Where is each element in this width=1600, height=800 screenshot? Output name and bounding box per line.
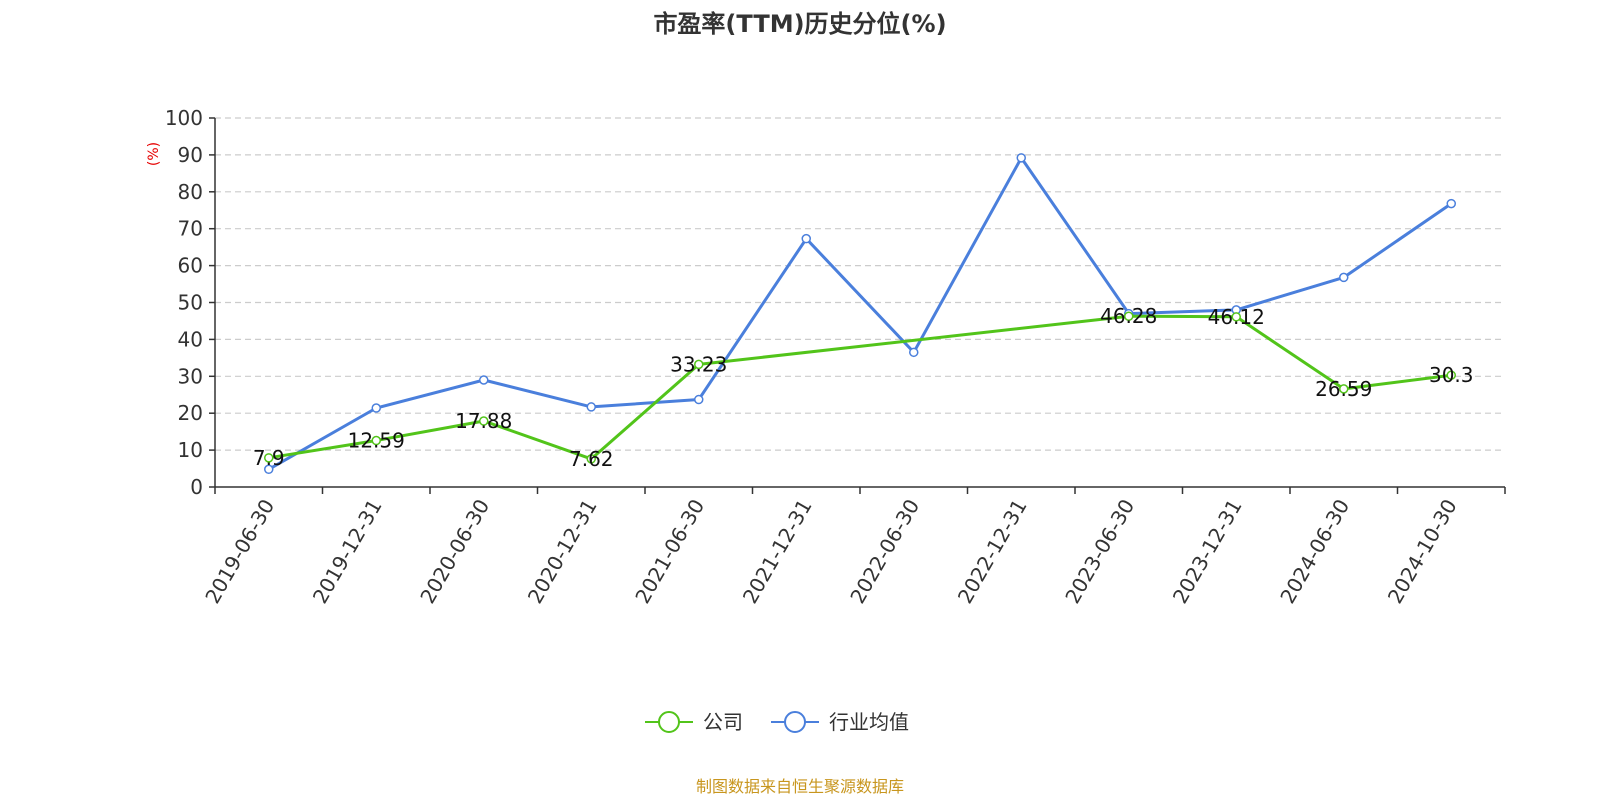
source-note: 制图数据来自恒生聚源数据库: [696, 777, 904, 796]
y-axis-label: (%): [146, 142, 162, 166]
legend-marker: [784, 711, 806, 733]
data-point[interactable]: [1446, 370, 1456, 380]
x-tick-label: 2021-12-31: [738, 495, 817, 608]
data-point[interactable]: [371, 403, 381, 413]
data-point[interactable]: [801, 233, 811, 244]
y-tick-label: 40: [178, 327, 203, 351]
legend-item-0[interactable]: 公司: [645, 710, 743, 734]
data-point[interactable]: [586, 454, 596, 464]
data-point[interactable]: [479, 416, 489, 426]
data-label: 46.12: [1208, 305, 1265, 329]
y-tick-label: 10: [178, 438, 203, 462]
y-tick-label: 90: [178, 143, 203, 167]
legend[interactable]: 公司 行业均值: [645, 710, 909, 734]
data-label: 12.59: [348, 429, 405, 453]
data-point[interactable]: [1339, 272, 1349, 283]
x-tick-label: 2024-10-30: [1383, 495, 1462, 608]
data-label: 46.28: [1100, 304, 1157, 328]
data-point[interactable]: [479, 375, 489, 385]
y-tick-label: 80: [178, 180, 203, 204]
data-point[interactable]: [1016, 153, 1026, 163]
data-point[interactable]: [1124, 311, 1134, 321]
series-group: [264, 153, 1456, 475]
data-point[interactable]: [694, 394, 704, 405]
grid-lines: [215, 117, 1505, 451]
y-axis: 0 10 20 30 40 50 60 70 80 90 100: [165, 106, 216, 499]
data-label: 17.88: [455, 409, 512, 433]
x-tick-label: 2020-12-31: [523, 495, 602, 608]
data-point[interactable]: [1339, 384, 1349, 394]
x-axis: 2019-06-30 2019-12-31 2020-06-30 2020-12-31…: [200, 486, 1506, 608]
data-point[interactable]: [264, 453, 274, 463]
y-tick-label: 60: [178, 254, 203, 278]
data-labels: 7.9 12.59 17.88 7.62 33.23 46.28 46.12 26.59 30.…: [253, 304, 1474, 471]
chart-title: 市盈率(TTM)历史分位(%): [653, 10, 946, 38]
data-point[interactable]: [1446, 198, 1456, 209]
legend-label: 公司: [703, 710, 743, 734]
y-tick-label: 30: [178, 364, 203, 388]
data-point[interactable]: [909, 347, 919, 358]
x-tick-label: 2020-06-30: [415, 495, 494, 608]
data-point[interactable]: [371, 435, 381, 446]
data-point[interactable]: [586, 402, 596, 412]
series-line-1: [268, 156, 1453, 471]
series-line-0: [268, 314, 1452, 461]
data-point[interactable]: [694, 359, 704, 370]
x-tick-label: 2019-06-30: [200, 495, 279, 608]
y-tick-label: 100: [165, 106, 203, 130]
legend-item-1[interactable]: 行业均值: [771, 710, 909, 734]
x-tick-label: 2023-06-30: [1060, 495, 1139, 608]
x-tick-label: 2023-12-31: [1168, 495, 1247, 608]
data-label: 30.3: [1429, 363, 1474, 387]
data-point[interactable]: [1231, 312, 1241, 322]
data-label: 26.59: [1315, 377, 1372, 401]
x-tick-label: 2024-06-30: [1275, 495, 1354, 608]
legend-label: 行业均值: [829, 710, 909, 734]
data-label: 7.62: [569, 447, 614, 471]
data-point[interactable]: [264, 464, 274, 475]
legend-marker: [658, 711, 680, 733]
y-tick-label: 50: [178, 291, 203, 315]
x-tick-label: 2021-06-30: [630, 495, 709, 608]
y-tick-label: 0: [190, 475, 203, 499]
x-tick-label: 2022-06-30: [845, 495, 924, 608]
y-tick-label: 20: [178, 401, 203, 425]
y-tick-label: 70: [178, 217, 203, 241]
data-label: 7.9: [253, 446, 285, 470]
data-label: 33.23: [670, 352, 727, 376]
x-tick-label: 2022-12-31: [953, 495, 1032, 608]
x-tick-label: 2019-12-31: [308, 495, 387, 608]
